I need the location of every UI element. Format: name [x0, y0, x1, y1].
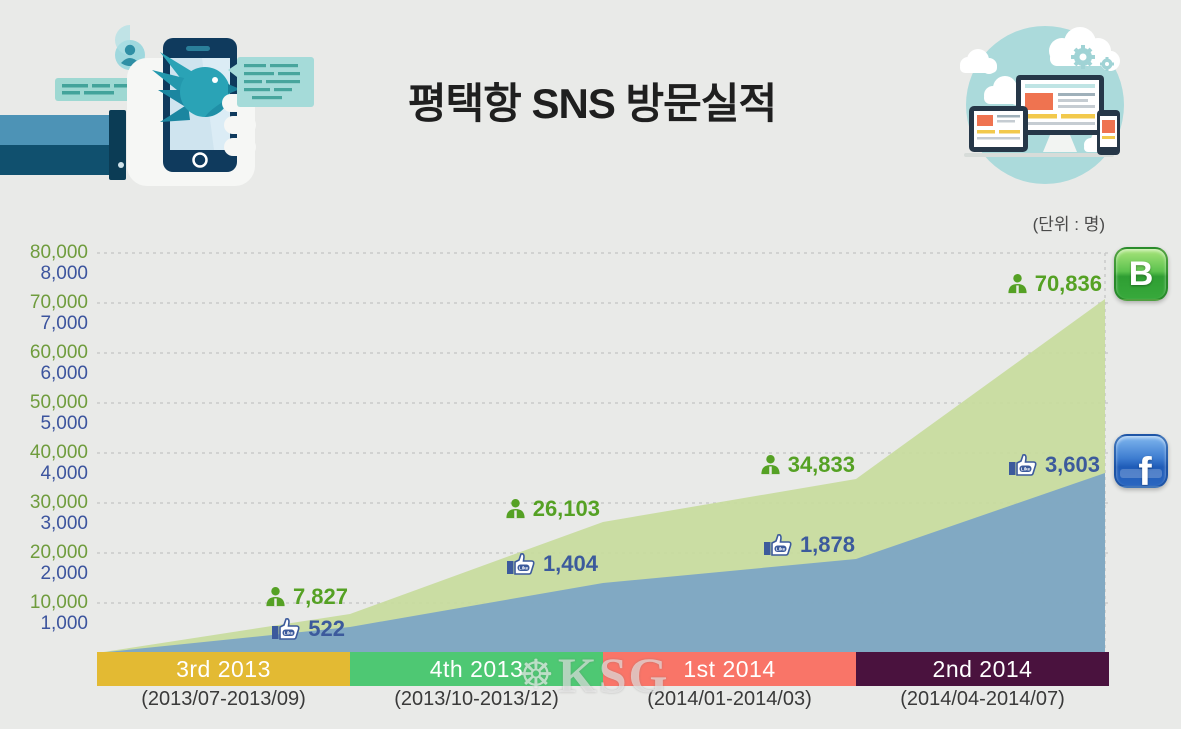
phone-icon: [1097, 110, 1120, 155]
person-icon: [266, 586, 285, 606]
band-2nd-2014: 2nd 2014: [856, 652, 1109, 686]
band-1st-2014: 1st 2014: [603, 652, 856, 686]
y-axis-tick: 60,000 6,000: [29, 342, 88, 384]
date-range: (2013/10-2013/12): [394, 688, 559, 710]
x-axis-bands: 3rd 2013 4th 2013 1st 2014 2nd 2014: [97, 652, 1109, 686]
devices-illustration: [960, 26, 1124, 184]
svg-text:Like: Like: [284, 631, 294, 636]
x-axis-date-ranges: (2013/07-2013/09) (2013/10-2013/12) (201…: [97, 688, 1109, 711]
like-icon: Like: [763, 534, 792, 556]
y-axis-tick: 10,000 1,000: [29, 592, 88, 634]
person-icon: [506, 498, 525, 518]
svg-text:Like: Like: [1021, 467, 1031, 472]
gear-icon: [1071, 45, 1114, 71]
date-range: (2013/07-2013/09): [141, 688, 306, 710]
y-axis-tick: 30,000 3,000: [29, 492, 88, 534]
avatar-icon: [115, 25, 145, 70]
person-icon: [1008, 273, 1027, 293]
facebook-value-label: Like 522: [272, 616, 345, 642]
facebook-value-label: Like 3,603: [1008, 452, 1100, 478]
hand-phone-illustration: [0, 25, 314, 186]
like-icon: Like: [506, 553, 535, 575]
facebook-area-series: [97, 473, 1105, 653]
facebook-value-label: Like 1,878: [763, 532, 855, 558]
speech-bubble-left: [55, 78, 149, 101]
blog-value-label: 70,836: [1006, 271, 1102, 297]
shadow: [964, 153, 1114, 157]
band-4th-2013: 4th 2013: [350, 652, 603, 686]
y-axis-tick: 20,000 2,000: [29, 542, 88, 584]
like-icon: Like: [1008, 454, 1037, 476]
person-icon: [761, 454, 780, 474]
svg-text:Like: Like: [519, 566, 529, 571]
tablet-icon: [969, 106, 1028, 152]
blog-b-icon: B: [1114, 247, 1168, 301]
svg-text:Like: Like: [776, 547, 786, 552]
y-axis-tick: 50,000 5,000: [29, 392, 88, 434]
twitter-bird-icon: [152, 52, 240, 122]
facebook-value-label: Like 1,404: [506, 551, 598, 577]
y-axis-tick: 80,000 8,000: [29, 242, 88, 284]
blog-value-label: 34,833: [759, 452, 855, 478]
unit-label: (단위 : 명): [1032, 215, 1105, 234]
date-range: (2014/04-2014/07): [900, 688, 1065, 710]
monitor-icon: [1016, 75, 1104, 152]
icon-gloss-strip: [1120, 469, 1162, 478]
date-range: (2014/01-2014/03): [647, 688, 812, 710]
facebook-f-icon: f: [1114, 434, 1168, 488]
y-axis-tick: 70,000 7,000: [29, 292, 88, 334]
y-axis-tick: 40,000 4,000: [29, 442, 88, 484]
arm-sleeve: [0, 110, 126, 180]
band-3rd-2013: 3rd 2013: [97, 652, 350, 686]
blog-value-label: 26,103: [504, 496, 600, 522]
page-title: 평택항 SNS 방문실적: [407, 80, 777, 127]
speech-bubble-right: [228, 57, 314, 107]
blog-value-label: 7,827: [264, 584, 348, 610]
like-icon: Like: [272, 618, 300, 640]
